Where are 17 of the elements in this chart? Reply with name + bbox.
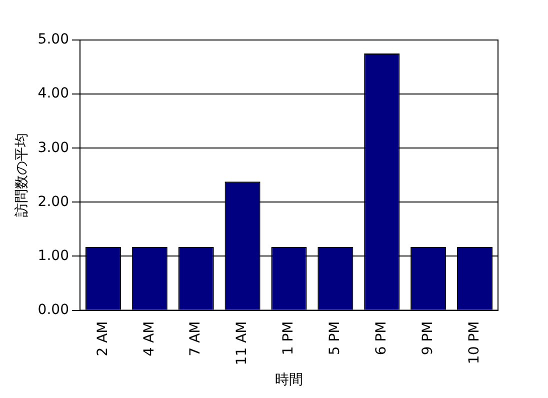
y-tick-label: 2.00 <box>38 194 69 210</box>
x-axis-title: 時間 <box>274 372 303 388</box>
x-tick-label: 5 PM <box>327 321 344 356</box>
y-tick-label: 3.00 <box>38 140 69 156</box>
y-tick-label: 1.00 <box>38 248 69 264</box>
x-tick-label: 10 PM <box>466 321 482 364</box>
x-tick-label: 1 PM <box>280 321 297 356</box>
y-axis-title: 訪問数の平均 <box>14 133 30 218</box>
y-tick-label: 4.00 <box>38 86 69 102</box>
x-tick-label: 9 PM <box>420 321 436 356</box>
x-tick-label: 2 AM <box>94 321 111 356</box>
y-tick-label: 5.00 <box>38 32 69 48</box>
y-tick-label: 0.00 <box>38 302 69 318</box>
x-tick-label: 11 AM <box>234 321 250 366</box>
x-tick-label: 4 AM <box>141 321 158 356</box>
x-tick-label: 7 AM <box>188 321 204 356</box>
x-tick-label: 6 PM <box>374 321 390 356</box>
